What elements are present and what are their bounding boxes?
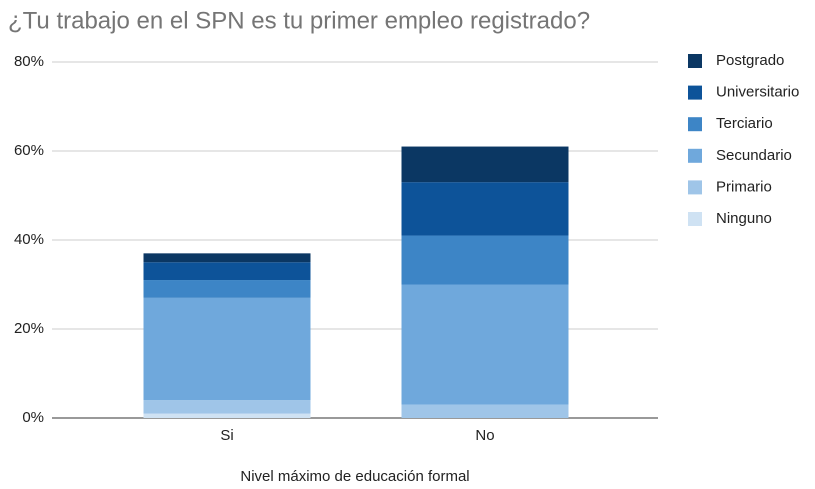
legend-label: Ninguno [716,210,772,227]
y-tick-label: 20% [14,320,44,337]
bar-segment [143,253,311,263]
y-tick-label: 80% [14,53,44,70]
legend-swatch [688,85,702,100]
bar-segment [143,280,311,298]
legend-swatch [688,148,702,163]
legend-swatch [688,180,702,195]
y-tick-label: 60% [14,142,44,159]
chart-title: ¿Tu trabajo en el SPN es tu primer emple… [8,7,590,34]
bar-segment [143,297,311,401]
legend-label: Secundario [716,147,792,164]
bar-segment [401,182,569,236]
x-tick-label: Si [220,427,233,444]
legend-swatch [688,117,702,132]
y-tick-label: 40% [14,231,44,248]
bar-segment [143,262,311,281]
x-axis-title: Nivel máximo de educación formal [240,468,469,485]
legend-label: Universitario [716,84,799,101]
legend-label: Postgrado [716,52,784,69]
bar-segment [401,284,569,405]
bar-segment [401,146,569,183]
legend-label: Primario [716,178,772,195]
y-tick-label: 0% [22,409,44,426]
bar-segment [401,235,569,285]
bar-segment [143,400,311,414]
legend-label: Terciario [716,115,773,132]
legend-swatch [688,212,702,226]
bar-segment [401,404,569,418]
x-tick-label: No [475,427,494,444]
legend-swatch [688,54,702,68]
bar-segment [143,413,311,418]
